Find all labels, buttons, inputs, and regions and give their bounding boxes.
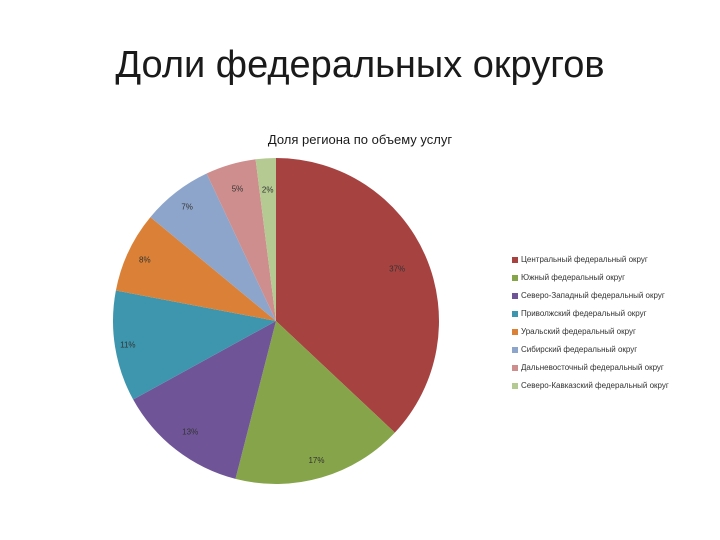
pie-slice-1 (276, 158, 440, 433)
legend-label: Дальневосточный федеральный округ (521, 363, 664, 372)
legend-label: Северо-Западный федеральный округ (521, 291, 665, 300)
legend-item-6: Сибирский федеральный округ (512, 341, 669, 359)
legend-swatch (512, 365, 518, 371)
data-label-1: 37% (389, 265, 405, 274)
legend-item-3: Северо-Западный федеральный округ (512, 287, 669, 305)
pie-slice-4 (113, 290, 277, 400)
pie-slice-8 (255, 158, 276, 321)
legend-label: Южный федеральный округ (521, 273, 626, 282)
legend-swatch (512, 311, 518, 317)
pie-slice-3 (133, 321, 276, 479)
legend-swatch (512, 257, 518, 263)
legend-swatch (512, 329, 518, 335)
legend-swatch (512, 383, 518, 389)
legend-label: Приволжский федеральный округ (521, 309, 647, 318)
pie-slice-7 (206, 159, 276, 321)
legend-label: Сибирский федеральный округ (521, 345, 638, 354)
data-label-3: 13% (182, 428, 198, 437)
slide-title: Доли федеральных округов (115, 44, 605, 86)
data-label-2: 17% (308, 456, 324, 465)
chart-legend: Центральный федеральный округ Южный федер… (512, 251, 669, 395)
chart-title: Доля региона по объему услуг (267, 132, 453, 147)
data-label-7: 5% (232, 184, 244, 193)
legend-swatch (512, 347, 518, 353)
legend-label: Центральный федеральный округ (521, 255, 648, 264)
legend-item-7: Дальневосточный федеральный округ (512, 359, 669, 377)
data-label-6: 7% (181, 202, 193, 211)
legend-item-1: Центральный федеральный округ (512, 251, 669, 269)
legend-label: Уральский федеральный округ (521, 327, 636, 336)
legend-swatch (512, 275, 518, 281)
legend-item-5: Уральский федеральный округ (512, 323, 669, 341)
legend-item-4: Приволжский федеральный округ (512, 305, 669, 323)
data-label-8: 2% (262, 185, 274, 194)
legend-item-8: Северо-Кавказский федеральный округ (512, 377, 669, 395)
data-label-4: 11% (120, 340, 135, 349)
legend-item-2: Южный федеральный округ (512, 269, 669, 287)
pie-slice-2 (235, 321, 395, 484)
pie-slice-5 (115, 217, 276, 321)
data-label-5: 8% (139, 255, 151, 264)
legend-swatch (512, 293, 518, 299)
legend-label: Северо-Кавказский федеральный округ (521, 381, 669, 390)
pie-slice-6 (150, 173, 276, 321)
